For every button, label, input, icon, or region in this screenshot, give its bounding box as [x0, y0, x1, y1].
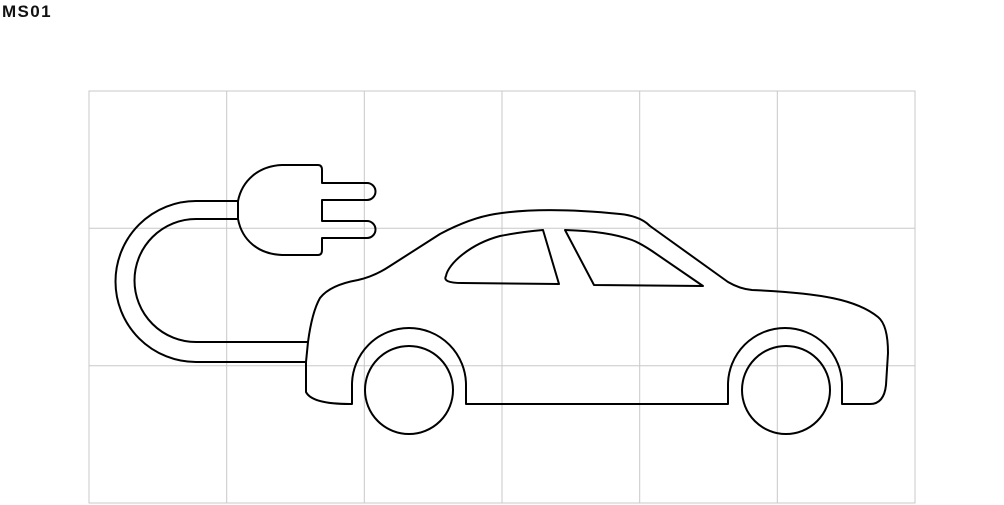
cable-outer	[114, 200, 307, 363]
front-wheel	[741, 345, 831, 435]
plug-icon	[237, 164, 377, 256]
electric-car-charging-icon	[114, 164, 889, 435]
rear-window	[444, 229, 560, 285]
cable-inner	[133, 218, 309, 343]
icon-code-label: MS01	[2, 2, 53, 21]
car-body	[305, 209, 889, 405]
construction-grid	[88, 90, 916, 504]
front-window	[564, 229, 704, 287]
rear-wheel	[364, 345, 454, 435]
